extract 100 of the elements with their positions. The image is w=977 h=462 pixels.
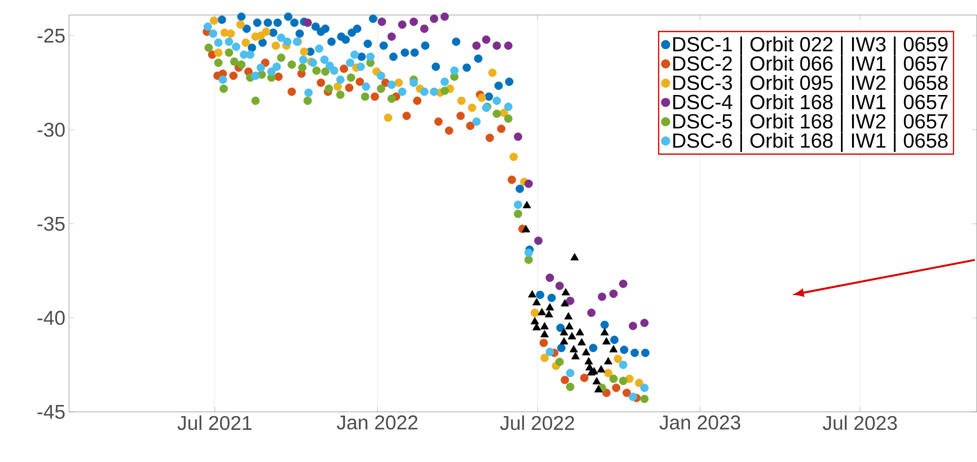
legend-label: DSC-4 | Orbit 168 | IW1 | 0657 — [673, 94, 948, 114]
point — [413, 96, 422, 106]
point — [622, 388, 631, 398]
point — [246, 50, 254, 59]
point — [516, 184, 524, 194]
point — [364, 40, 372, 48]
point — [555, 282, 564, 290]
point — [594, 385, 603, 392]
point — [362, 82, 370, 91]
point — [538, 308, 546, 316]
point — [336, 90, 345, 99]
point — [634, 378, 644, 388]
point — [410, 78, 418, 87]
point — [522, 201, 532, 208]
point — [514, 200, 522, 210]
point — [570, 345, 578, 352]
point — [389, 52, 398, 61]
point — [562, 288, 570, 296]
point — [316, 78, 326, 87]
point — [641, 348, 650, 358]
point — [514, 132, 522, 141]
point — [482, 36, 490, 44]
point — [368, 14, 378, 23]
point — [360, 92, 370, 101]
point — [421, 42, 430, 50]
point — [600, 320, 609, 330]
point — [300, 48, 308, 56]
point — [546, 348, 554, 356]
point — [568, 332, 576, 340]
point — [303, 18, 312, 27]
point — [288, 60, 296, 69]
point — [370, 92, 380, 101]
point — [540, 354, 549, 362]
point — [248, 44, 256, 52]
point — [546, 274, 554, 282]
point — [440, 12, 449, 21]
point — [242, 38, 250, 47]
point — [410, 18, 418, 26]
point — [604, 368, 612, 378]
point — [612, 384, 620, 392]
point — [432, 62, 440, 71]
point — [560, 337, 568, 344]
point — [262, 28, 270, 36]
point — [440, 78, 449, 86]
point — [560, 299, 570, 306]
point — [628, 322, 638, 330]
point — [214, 48, 223, 57]
point — [258, 38, 267, 47]
y-tick-label: -30 — [38, 122, 65, 137]
point — [592, 377, 601, 384]
point — [204, 44, 213, 52]
point — [566, 296, 574, 306]
point — [536, 290, 544, 300]
point — [610, 336, 619, 344]
point — [609, 290, 618, 298]
y-tick-label: -45 — [38, 405, 65, 419]
y-tick-label: -40 — [38, 310, 65, 325]
point — [237, 12, 246, 21]
point — [600, 328, 609, 336]
point — [378, 18, 386, 26]
point — [298, 64, 307, 72]
point — [514, 210, 522, 218]
point — [566, 382, 574, 392]
point — [580, 374, 589, 382]
point — [251, 96, 260, 106]
point — [269, 28, 278, 37]
point — [256, 64, 265, 72]
point — [456, 112, 465, 120]
legend-label: DSC-3 | Orbit 095 | IW2 | 0658 — [673, 75, 948, 94]
point — [312, 66, 321, 75]
point — [430, 14, 438, 23]
point — [311, 22, 320, 31]
point — [220, 84, 228, 93]
y-tick-label: -35 — [38, 216, 65, 231]
point — [528, 290, 536, 298]
point — [232, 42, 240, 52]
point — [492, 42, 502, 50]
point — [494, 82, 503, 90]
point — [204, 22, 212, 31]
point — [384, 114, 392, 122]
point — [457, 96, 466, 106]
point — [504, 102, 512, 112]
point — [468, 104, 476, 112]
point — [484, 92, 494, 101]
point — [440, 86, 449, 96]
point — [410, 48, 419, 57]
point — [596, 365, 606, 372]
point — [218, 76, 227, 84]
point — [283, 38, 292, 46]
point — [237, 60, 246, 69]
legend-label: DSC-5 | Orbit 168 | IW2 | 0657 — [673, 114, 948, 133]
point — [540, 330, 549, 338]
point — [224, 38, 234, 46]
point — [356, 78, 364, 86]
point — [546, 303, 554, 310]
point — [288, 88, 296, 96]
point — [346, 58, 354, 68]
point — [236, 20, 245, 29]
point — [571, 352, 580, 360]
point — [340, 64, 348, 74]
